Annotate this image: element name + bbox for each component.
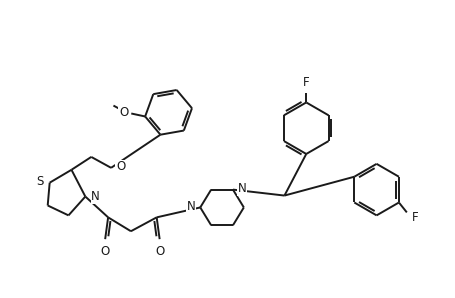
Text: O: O — [100, 245, 110, 257]
Text: F: F — [411, 211, 418, 224]
Text: N: N — [238, 182, 246, 195]
Text: O: O — [119, 106, 128, 119]
Text: O: O — [155, 245, 164, 257]
Text: F: F — [302, 76, 309, 89]
Text: N: N — [186, 200, 195, 213]
Text: S: S — [36, 175, 44, 188]
Text: O: O — [116, 160, 125, 173]
Text: N: N — [91, 190, 100, 203]
